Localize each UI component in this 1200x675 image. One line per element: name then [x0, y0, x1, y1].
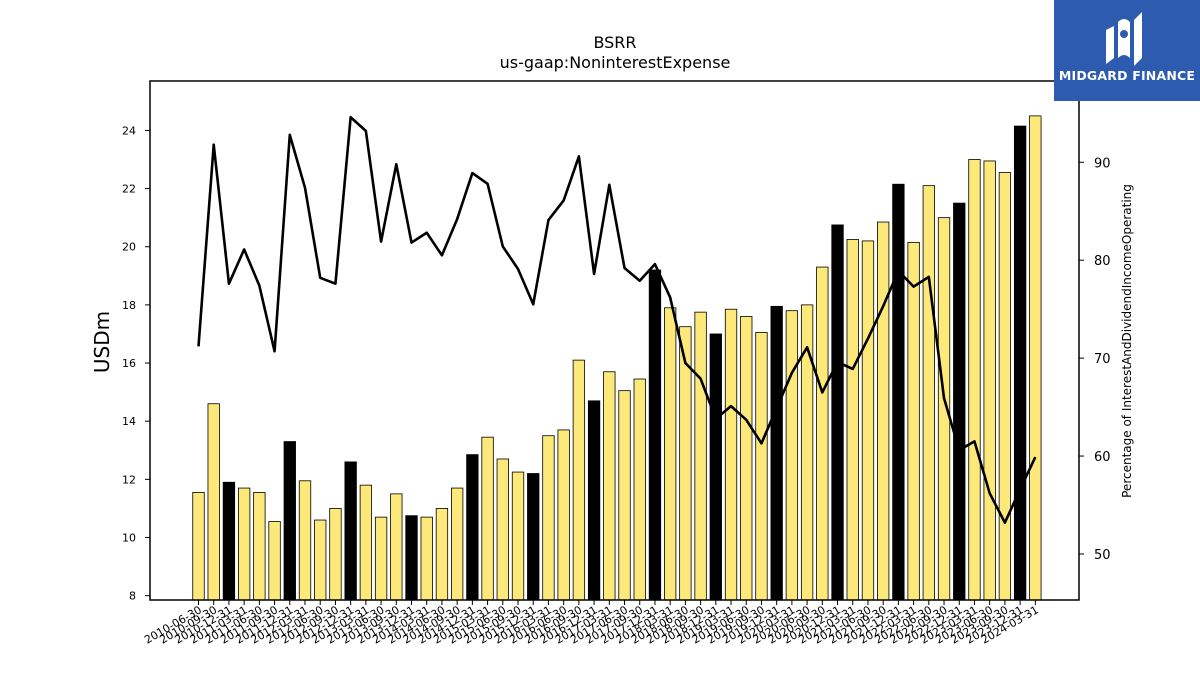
bar-2024-03-31 — [1029, 115, 1042, 601]
bar-2013-06-30 — [374, 516, 388, 601]
bar-2014-12-31 — [466, 454, 479, 601]
bar-2019-09-30 — [755, 332, 768, 601]
y2-tick-label-50: 50 — [1094, 548, 1111, 563]
bar-2022-12-31 — [953, 202, 966, 601]
bar-2014-09-30 — [450, 487, 464, 601]
bar-2016-12-31 — [587, 400, 601, 601]
y-tick-label-18: 18 — [122, 299, 136, 312]
y-axis-label: USDm — [90, 311, 114, 373]
y2-tick-label-70: 70 — [1094, 352, 1111, 367]
midgard-logo-icon — [1106, 12, 1142, 66]
series-line — [197, 115, 1037, 524]
y2-tick-label-60: 60 — [1094, 450, 1111, 465]
bar-2016-09-30 — [572, 359, 586, 601]
bar-2011-12-31 — [283, 441, 296, 601]
bar-2022-03-31 — [907, 241, 920, 601]
bar-2017-09-30 — [633, 378, 646, 601]
bar-2010-06-30 — [192, 492, 205, 601]
bar-2018-12-31 — [709, 333, 722, 601]
bar-2021-09-30 — [877, 221, 890, 601]
bar-2023-12-31 — [1013, 125, 1027, 601]
bar-2019-03-31 — [724, 308, 738, 601]
y-tick-label-12: 12 — [122, 473, 136, 486]
bar-2011-06-30 — [253, 492, 266, 601]
bar-2021-06-30 — [861, 240, 875, 601]
bar-2014-03-31 — [420, 516, 433, 601]
bar-2017-06-30 — [618, 390, 631, 601]
bar-2017-12-31 — [648, 269, 662, 601]
bar-2014-06-30 — [435, 508, 449, 601]
bar-2020-03-31 — [785, 310, 799, 601]
bar-2021-12-31 — [892, 183, 905, 601]
bar-2012-12-31 — [344, 461, 357, 601]
bar-2015-03-31 — [481, 436, 494, 601]
y2-tick-label-80: 80 — [1094, 254, 1111, 269]
bar-2013-03-31 — [359, 484, 373, 601]
x-axis: 2010-06-302010-09-302010-12-312011-03-31… — [142, 600, 1041, 647]
left-axis: 8 10 12 14 16 18 20 22 24 — [122, 124, 150, 603]
brand-logo: MIDGARD FINANCE — [1054, 0, 1200, 101]
bars-group — [192, 115, 1042, 601]
line-group — [197, 115, 1037, 524]
bar-2022-06-30 — [922, 185, 935, 601]
bar-2015-09-30 — [511, 471, 525, 601]
bar-2010-12-31 — [222, 481, 236, 601]
bar-2023-06-30 — [983, 160, 996, 601]
bar-2012-03-31 — [298, 480, 312, 601]
y-tick-label-20: 20 — [122, 241, 136, 254]
y-tick-label-16: 16 — [122, 357, 136, 370]
logo-text: MIDGARD FINANCE — [1058, 68, 1196, 83]
y-tick-label-22: 22 — [122, 183, 136, 196]
bar-2015-12-31 — [527, 473, 540, 601]
bar-2016-06-30 — [557, 429, 570, 601]
y-tick-label-24: 24 — [122, 124, 136, 137]
bar-2011-09-30 — [268, 521, 281, 601]
bar-2023-09-30 — [998, 172, 1012, 601]
bar-2021-03-31 — [846, 239, 859, 601]
bar-2020-09-30 — [816, 266, 829, 601]
bar-2013-09-30 — [390, 493, 403, 601]
bar-2012-09-30 — [329, 508, 342, 601]
y2-axis-label: Percentage of InterestAndDividendIncomeO… — [1120, 184, 1134, 498]
bar-2015-06-30 — [496, 458, 509, 601]
bar-2018-09-30 — [694, 311, 707, 601]
y-tick-label-14: 14 — [122, 415, 136, 428]
bar-2018-03-31 — [664, 307, 677, 601]
bar-2012-06-30 — [314, 519, 327, 601]
right-axis: 50 60 70 80 90 — [1079, 156, 1111, 563]
bar-2016-03-31 — [542, 435, 555, 601]
bar-2013-12-31 — [405, 515, 418, 601]
y-tick-label-10: 10 — [122, 531, 136, 544]
plot-frame — [149, 80, 1080, 601]
bar-2017-03-31 — [603, 371, 616, 601]
bar-2011-03-31 — [237, 487, 251, 601]
bar-2019-06-30 — [740, 316, 753, 601]
bar-2010-09-30 — [207, 403, 220, 601]
y-tick-label-8: 8 — [129, 590, 136, 603]
bar-2019-12-31 — [770, 305, 783, 601]
chart-subtitle: us-gaap:NoninterestExpense — [500, 53, 731, 72]
bar-2020-12-31 — [831, 224, 844, 601]
bar-2023-03-31 — [968, 159, 981, 601]
chart-title: BSRR — [593, 33, 636, 52]
y2-tick-label-90: 90 — [1094, 156, 1111, 171]
